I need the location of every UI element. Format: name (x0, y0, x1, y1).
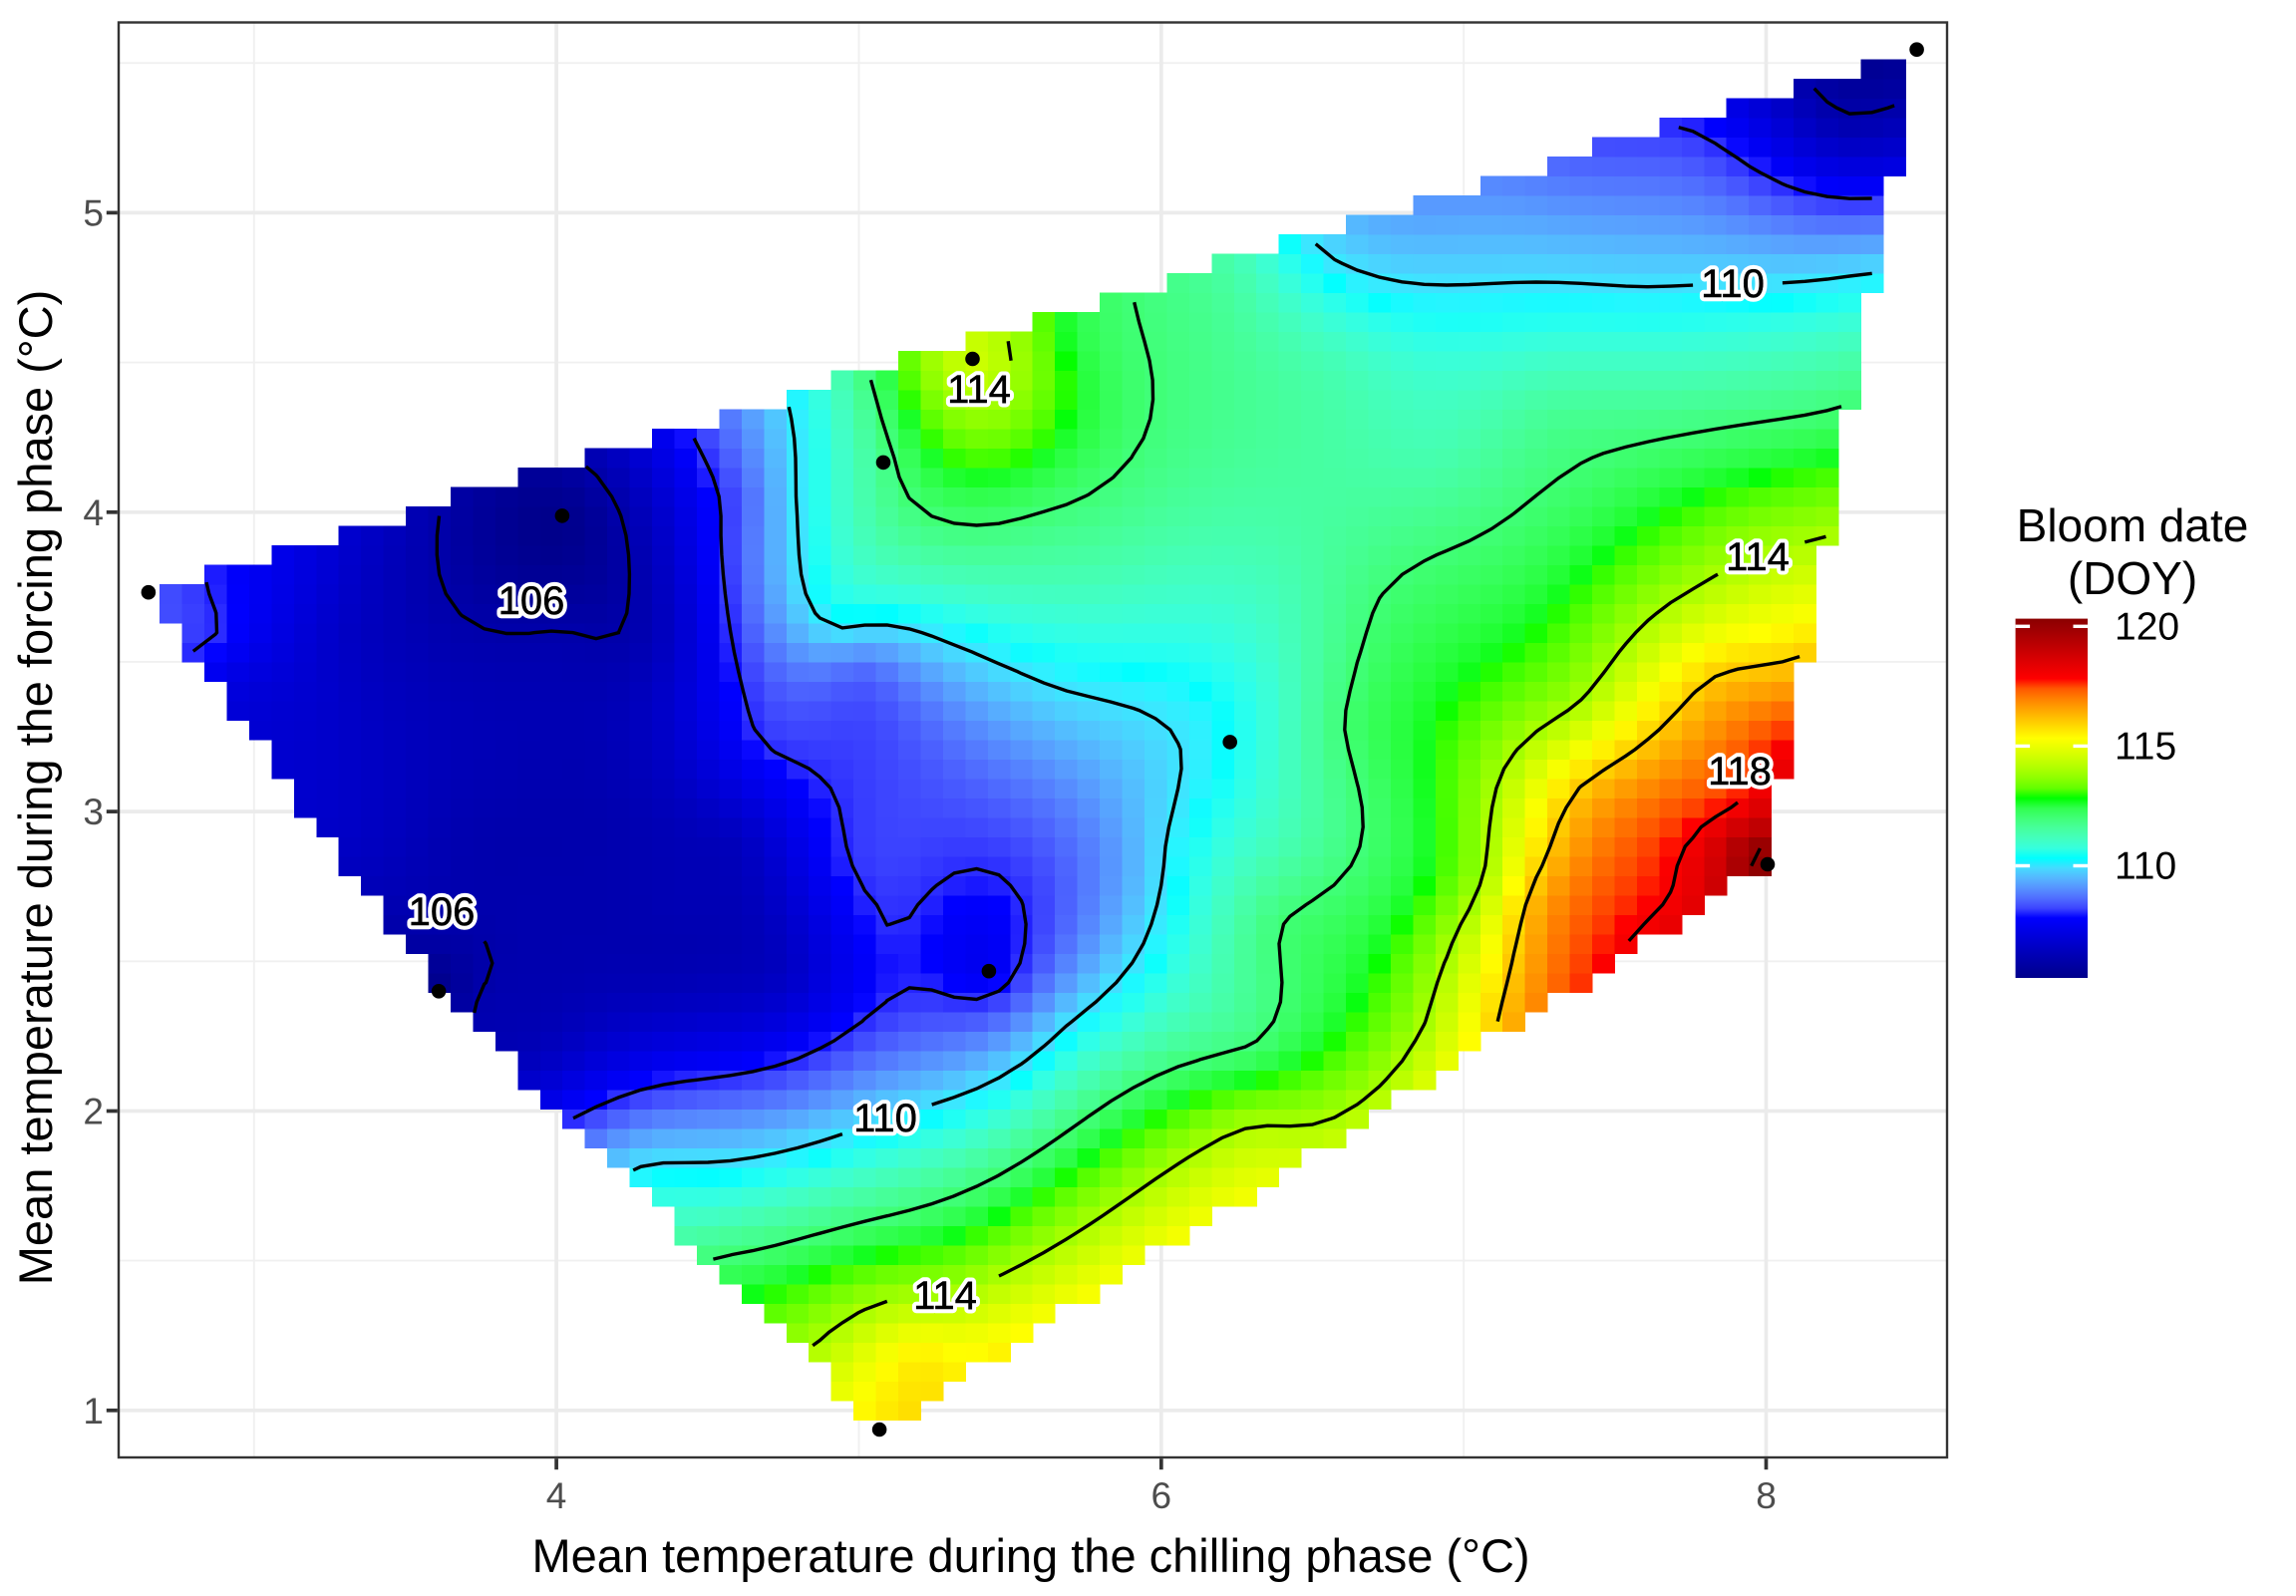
svg-text:114: 114 (913, 1274, 977, 1318)
svg-text:106: 106 (409, 890, 476, 934)
svg-text:114: 114 (1726, 535, 1790, 579)
svg-text:2: 2 (83, 1092, 104, 1132)
svg-text:110: 110 (853, 1097, 917, 1140)
svg-text:115: 115 (2115, 725, 2176, 768)
svg-text:114: 114 (947, 368, 1011, 412)
svg-text:106: 106 (498, 579, 565, 623)
svg-text:118: 118 (1708, 750, 1772, 794)
svg-text:(DOY): (DOY) (2068, 552, 2197, 604)
svg-text:4: 4 (546, 1475, 567, 1516)
svg-text:6: 6 (1151, 1475, 1172, 1516)
svg-text:110: 110 (1701, 262, 1765, 306)
svg-text:120: 120 (2115, 605, 2179, 648)
svg-text:110: 110 (2115, 845, 2176, 888)
svg-text:Mean temperature during the ch: Mean temperature during the chilling pha… (531, 1529, 1529, 1582)
svg-text:114: 114 (1726, 535, 1790, 579)
svg-text:Bloom date: Bloom date (2017, 499, 2249, 551)
svg-text:5: 5 (83, 192, 104, 233)
svg-text:4: 4 (83, 492, 104, 533)
svg-text:8: 8 (1756, 1475, 1777, 1516)
svg-text:3: 3 (83, 792, 104, 832)
svg-text:106: 106 (409, 890, 476, 934)
svg-text:114: 114 (913, 1274, 977, 1318)
svg-text:114: 114 (947, 368, 1011, 412)
svg-text:1: 1 (83, 1391, 104, 1432)
svg-text:110: 110 (1701, 262, 1765, 306)
svg-text:Mean temperature during the fo: Mean temperature during the forcing phas… (9, 290, 62, 1285)
svg-text:110: 110 (853, 1097, 917, 1140)
svg-text:118: 118 (1708, 750, 1772, 794)
svg-text:106: 106 (498, 579, 565, 623)
